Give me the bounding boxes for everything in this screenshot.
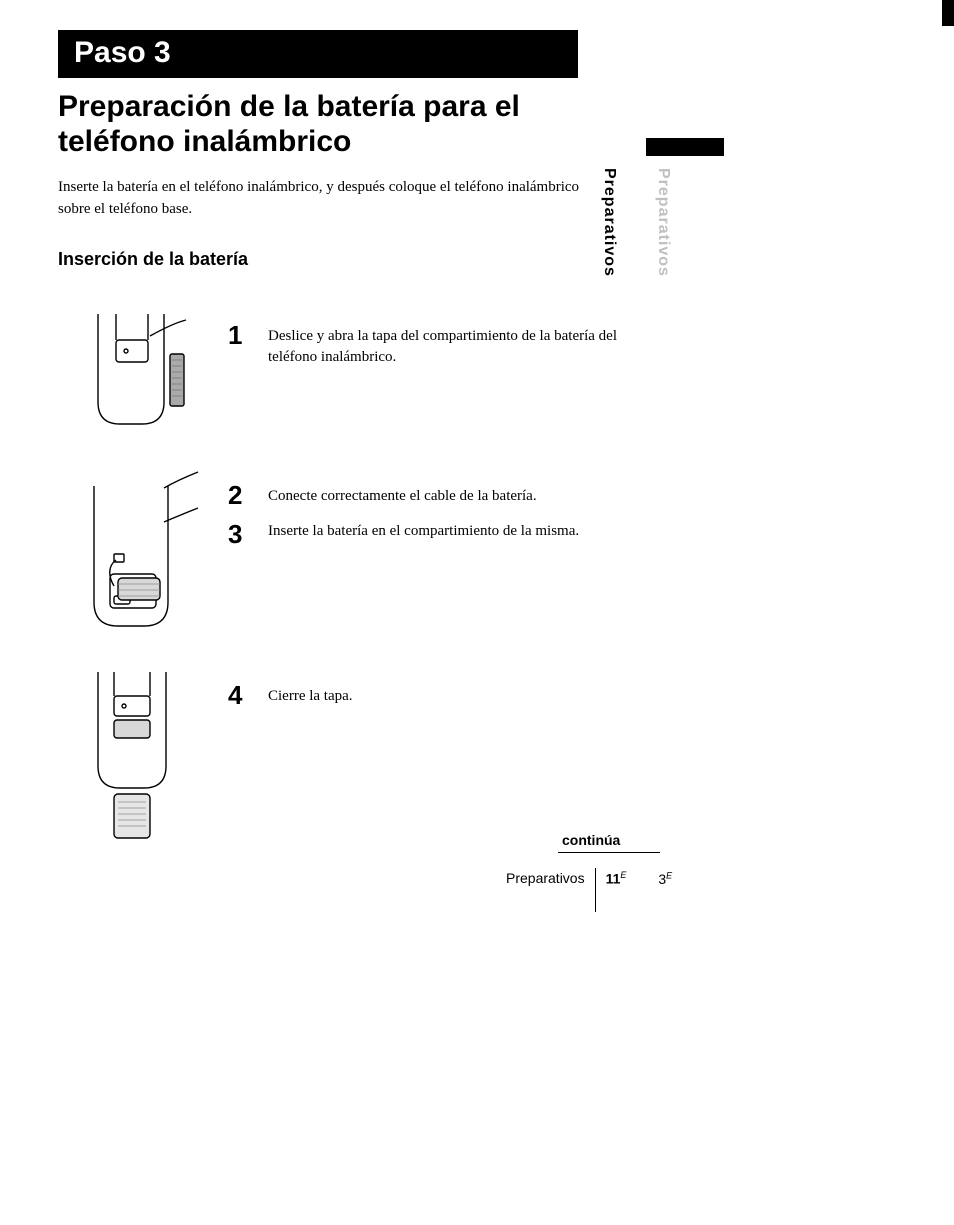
footer-page: 11E 3E — [595, 868, 673, 912]
intro-paragraph: Inserte la batería en el teléfono inalám… — [58, 177, 598, 221]
footer-page-alt: 3E — [658, 871, 672, 887]
side-tab-ghost: Preparativos — [654, 168, 672, 277]
step-number: 4 — [228, 666, 268, 708]
step-row: 2 Conecte correctamente el cable de la b… — [58, 466, 618, 636]
side-tab-label: Preparativos — [600, 168, 618, 277]
side-tabs: Preparativos Preparativos — [600, 168, 672, 277]
step-banner: Paso 3 — [58, 30, 578, 78]
handset-close-cover-icon — [58, 666, 198, 846]
step-illustration — [58, 466, 228, 636]
page-footer: Preparativos 11E 3E — [506, 868, 672, 912]
step-number: 1 — [228, 306, 268, 348]
continues-label: continúa — [558, 832, 660, 853]
section-subhead: Inserción de la batería — [58, 249, 914, 270]
edge-marker — [942, 0, 954, 26]
footer-page-sup: E — [620, 870, 626, 880]
step-text: Conecte correctamente el cable de la bat… — [268, 466, 618, 547]
step-row: 1 Deslice y abra la tapa del compartimie… — [58, 306, 618, 436]
step-number: 2 — [228, 466, 268, 508]
footer-page-main: 11 — [606, 871, 621, 887]
page: Paso 3 Preparación de la batería para el… — [0, 0, 954, 1225]
step-illustration — [58, 666, 228, 846]
step-text-line: Inserte la batería en el compartimiento … — [268, 521, 579, 547]
thumb-tab — [646, 138, 724, 156]
step-row: 4 Cierre la tapa. — [58, 666, 618, 846]
step-text: Deslice y abra la tapa del compartimient… — [268, 306, 618, 368]
step-text: Cierre la tapa. — [268, 666, 618, 707]
page-title: Preparación de la batería para el teléfo… — [58, 90, 618, 159]
steps-list: 1 Deslice y abra la tapa del compartimie… — [58, 306, 618, 846]
handset-insert-battery-icon — [58, 466, 208, 636]
handset-open-cover-icon — [58, 306, 198, 436]
footer-section: Preparativos — [506, 868, 595, 886]
step-number: 3 — [228, 521, 268, 547]
step-text-line: Conecte correctamente el cable de la bat… — [268, 488, 537, 504]
step-illustration — [58, 306, 228, 436]
